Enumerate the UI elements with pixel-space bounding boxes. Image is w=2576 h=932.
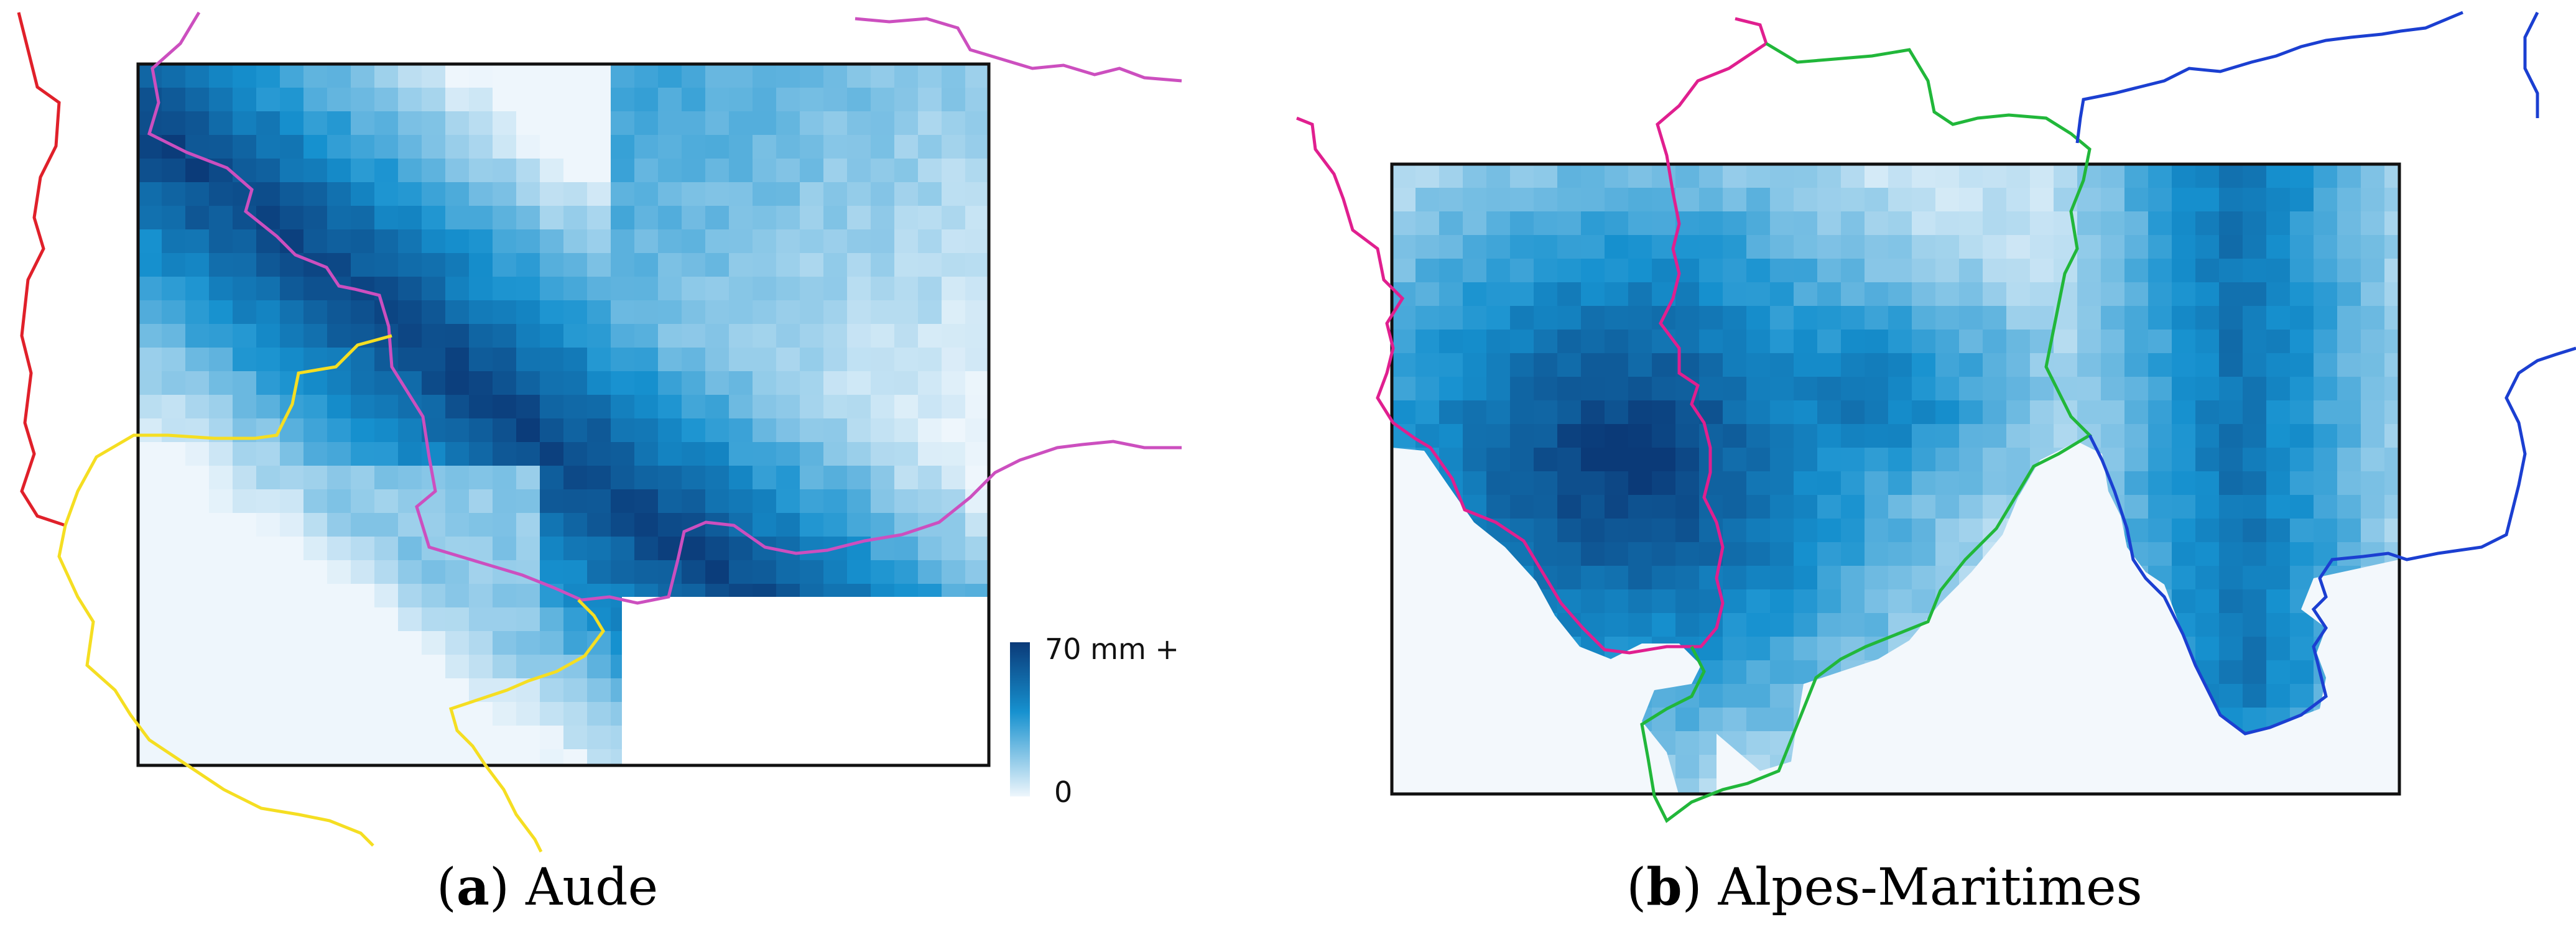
panel-b-caption-text: Alpes-Maritimes bbox=[1718, 858, 2143, 917]
panel-a-caption-text: Aude bbox=[525, 858, 658, 917]
panel-a-border-red bbox=[17, 12, 66, 527]
panel-a-border-yellow-inner bbox=[63, 334, 392, 526]
panel-a-frame bbox=[136, 62, 991, 767]
panel-b-frame bbox=[1390, 162, 2401, 796]
panel-a-coast bbox=[448, 599, 606, 853]
panel-a-border-magenta-north bbox=[855, 17, 1182, 83]
panel-b-raster bbox=[1392, 164, 2399, 794]
panel-b-border-blue-edge bbox=[2523, 11, 2539, 118]
panel-a-caption-letter: a bbox=[456, 857, 489, 917]
panel-a-caption: (a) Aude bbox=[437, 857, 658, 917]
panel-a-border-yellow bbox=[57, 525, 374, 847]
panel-b-border-magenta bbox=[1296, 116, 1692, 655]
colorbar bbox=[1010, 642, 1030, 796]
panel-b-border-magenta-inner bbox=[1656, 17, 1768, 648]
panel-b-sea-east bbox=[1717, 441, 2399, 794]
panel-b-caption-letter: b bbox=[1646, 857, 1682, 917]
panel-b-border-blue-coast bbox=[2088, 346, 2576, 736]
panel-b-border-green bbox=[1640, 42, 2093, 823]
panel-a: (a) Aude bbox=[17, 11, 1182, 917]
colorbar-legend: 70 mm + 0 bbox=[1010, 632, 1179, 809]
panel-b: (b) Alpes-Maritimes bbox=[1296, 11, 2576, 917]
colorbar-min-label: 0 bbox=[1054, 775, 1072, 809]
panel-b-caption: (b) Alpes-Maritimes bbox=[1626, 857, 2142, 917]
panel-a-raster bbox=[138, 64, 989, 765]
panel-a-sea bbox=[622, 597, 989, 765]
panel-b-border-blue bbox=[2075, 11, 2463, 144]
panel-b-sea bbox=[1392, 448, 1701, 794]
panel-a-border-magenta bbox=[147, 11, 1182, 605]
colorbar-max-label: 70 mm + bbox=[1045, 632, 1179, 666]
